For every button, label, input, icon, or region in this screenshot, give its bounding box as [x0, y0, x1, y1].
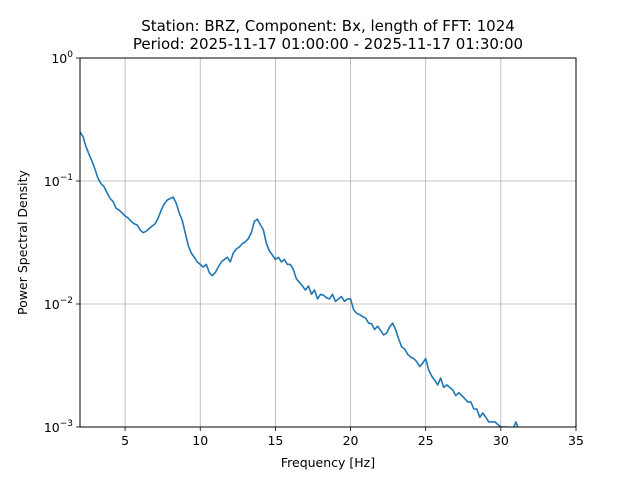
- y-tick-label: 10−2: [44, 296, 73, 312]
- x-tick-label: 10: [192, 433, 208, 448]
- y-tick-label-base: 10: [51, 51, 67, 66]
- grid-lines: [80, 58, 576, 427]
- y-tick-label-exponent: −2: [60, 296, 73, 306]
- x-tick-label: 20: [343, 433, 359, 448]
- y-tick-label-exponent: −1: [60, 173, 73, 183]
- y-tick-label-base: 10: [44, 420, 60, 435]
- y-tick-label-base: 10: [44, 297, 60, 312]
- x-axis-ticks: 5 10 15 20 25 30 35: [121, 427, 584, 448]
- x-tick-label: 30: [493, 433, 509, 448]
- y-tick-label: 10−3: [44, 419, 73, 435]
- y-tick-label: 100: [51, 50, 73, 66]
- y-tick-label: 10−1: [44, 173, 73, 189]
- chart-title-line2: Period: 2025-11-17 01:00:00 - 2025-11-17…: [133, 35, 523, 53]
- y-tick-label-exponent: 0: [67, 50, 73, 60]
- x-axis-label: Frequency [Hz]: [281, 455, 375, 470]
- x-tick-label: 35: [568, 433, 584, 448]
- plot-frame: [79, 57, 577, 428]
- x-tick-label: 15: [267, 433, 283, 448]
- y-tick-label-exponent: −3: [60, 419, 73, 429]
- x-tick-label: 5: [121, 433, 129, 448]
- series-layer: [80, 131, 519, 427]
- y-axis-label: Power Spectral Density: [15, 169, 30, 314]
- chart-title-line1: Station: BRZ, Component: Bx, length of F…: [141, 17, 515, 35]
- x-tick-label: 25: [418, 433, 434, 448]
- psd-series-line: [80, 131, 519, 427]
- y-tick-label-base: 10: [44, 174, 60, 189]
